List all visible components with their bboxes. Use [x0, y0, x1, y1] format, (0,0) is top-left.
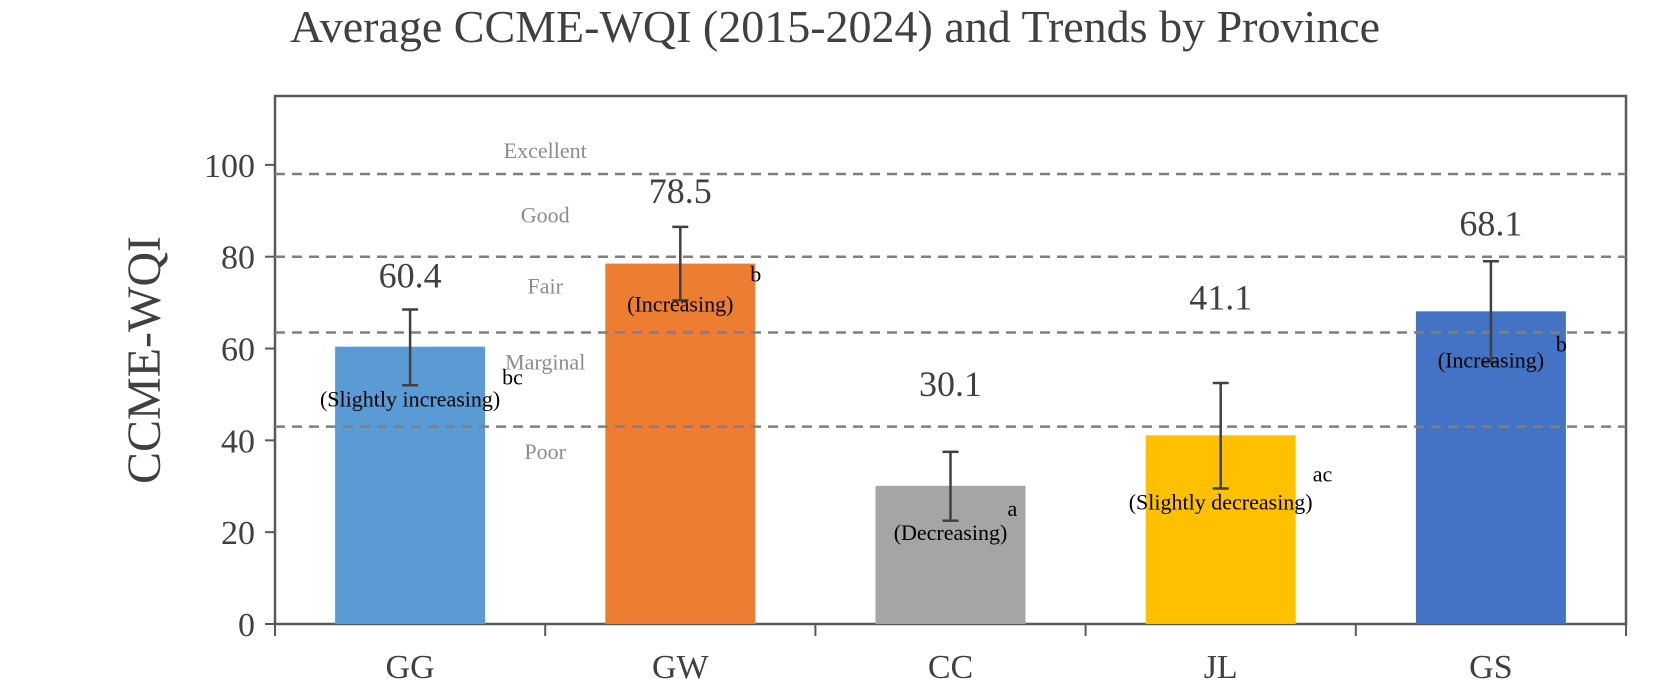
category-label: GG: [386, 649, 435, 686]
band-label: Marginal: [505, 349, 585, 374]
value-label: 60.4: [379, 255, 442, 295]
y-tick-label: 80: [221, 240, 255, 277]
significance-letter: b: [750, 262, 761, 287]
significance-letter: a: [1008, 496, 1018, 521]
trend-label: (Increasing): [627, 292, 733, 317]
significance-letter: b: [1556, 331, 1567, 356]
y-tick-label: 100: [204, 148, 255, 185]
threshold-lines: [275, 172, 1626, 428]
trend-label: (Slightly decreasing): [1129, 489, 1313, 514]
category-label: GW: [652, 649, 710, 686]
y-axis-ticks: 0 20 40 60 80 100: [204, 148, 275, 644]
trend-label: (Increasing): [1438, 347, 1544, 372]
category-label: CC: [928, 649, 973, 686]
value-label: 78.5: [649, 171, 712, 211]
x-axis: GG GW CC JL GS: [274, 624, 1627, 686]
error-bars: [402, 225, 1499, 522]
trend-label: (Decreasing): [894, 520, 1008, 545]
y-axis-label: CCME-WQI: [118, 236, 171, 484]
chart-title: Average CCME-WQI (2015-2024) and Trends …: [290, 1, 1380, 52]
y-tick-label: 40: [221, 423, 255, 460]
category-label: JL: [1204, 649, 1238, 686]
bar: [335, 346, 486, 624]
band-label: Good: [521, 202, 570, 227]
value-label: 68.1: [1459, 203, 1522, 243]
y-tick-label: 0: [238, 607, 255, 644]
bar: [605, 263, 756, 624]
band-label: Excellent: [504, 138, 587, 163]
category-label: GS: [1469, 649, 1512, 686]
value-label: 41.1: [1189, 277, 1252, 317]
trend-label: (Slightly increasing): [320, 387, 500, 412]
y-tick-label: 60: [221, 332, 255, 369]
y-tick-label: 20: [221, 515, 255, 552]
band-label: Poor: [524, 439, 566, 464]
band-labels: Excellent Good Fair Marginal Poor: [504, 138, 587, 464]
significance-letter: bc: [502, 365, 523, 390]
value-label: 30.1: [919, 364, 982, 404]
band-label: Fair: [527, 274, 563, 299]
bar-annotations: 60.4 (Slightly increasing)bc 78.5 (Increasi…: [320, 171, 1567, 545]
significance-letter: ac: [1313, 461, 1333, 486]
bars: [335, 263, 1566, 624]
